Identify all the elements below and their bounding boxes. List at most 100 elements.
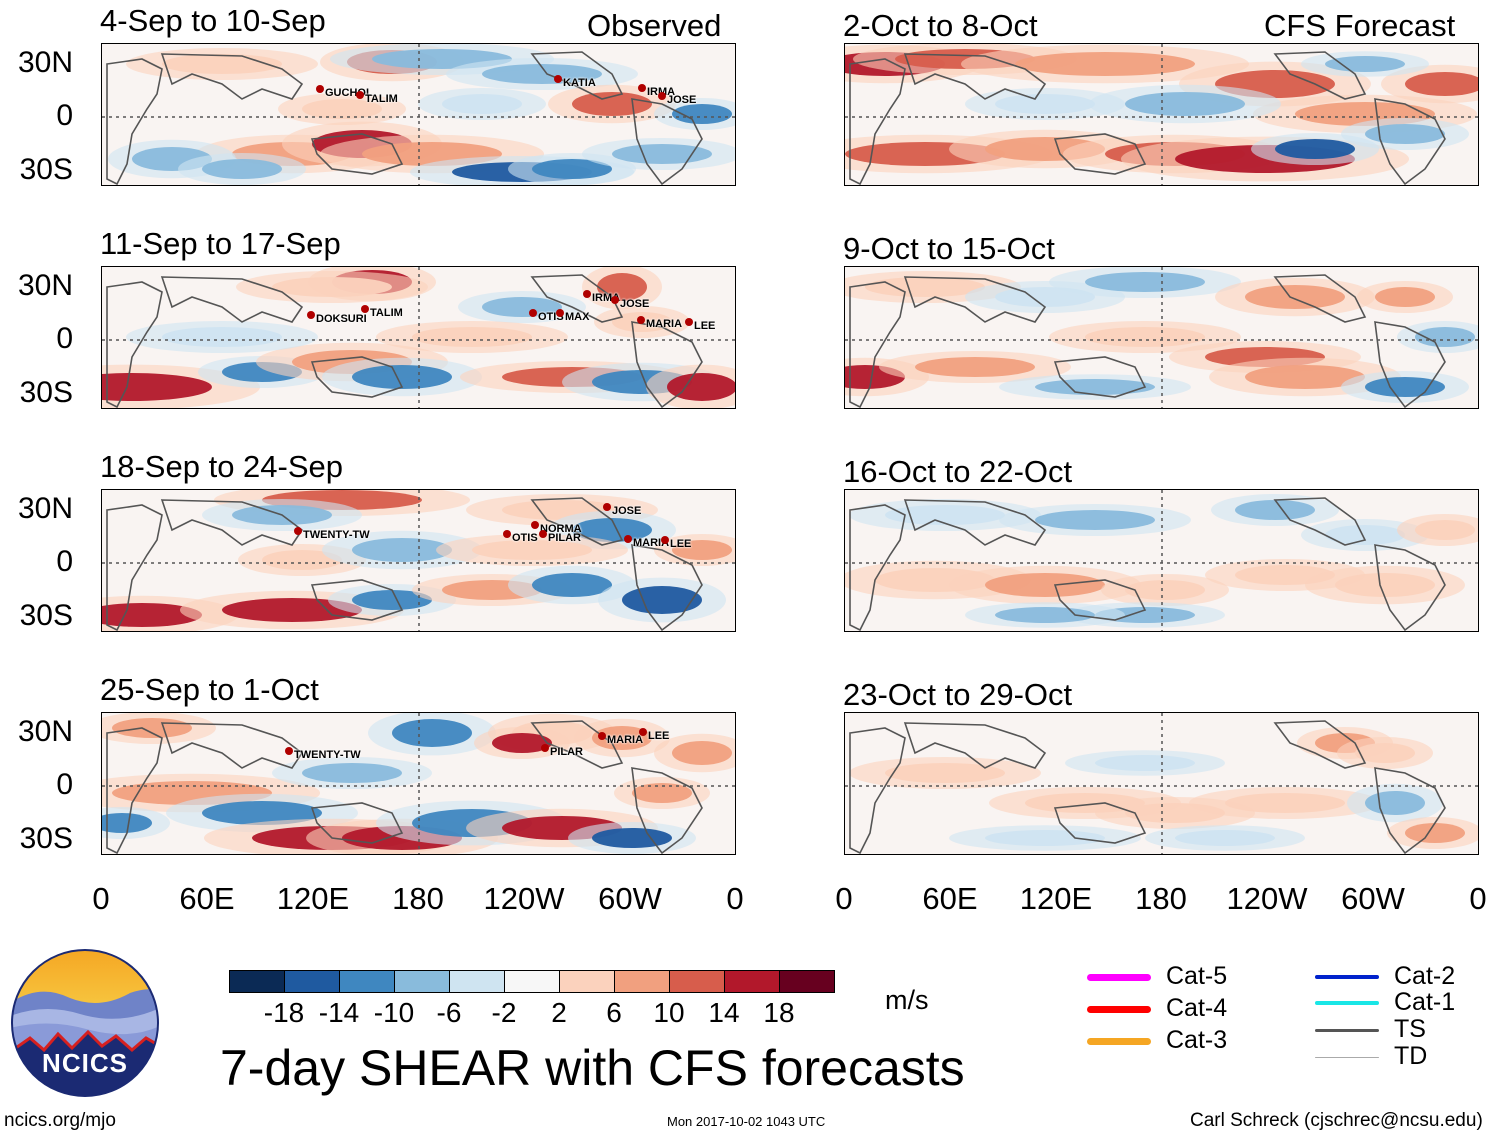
storm-label: LEE — [648, 730, 670, 742]
shear-contour — [995, 287, 1095, 307]
coastline — [530, 274, 624, 323]
shear-contour — [672, 104, 732, 124]
panel-title-fc-3: 16-Oct to 22-Oct — [843, 454, 1073, 489]
storm-label: TWENTY-TW — [294, 749, 361, 761]
shear-contour — [995, 94, 1095, 114]
legend-swatch — [1087, 1005, 1151, 1013]
colorbar-label: -2 — [491, 997, 517, 1028]
y-tick-30s: 30S — [19, 822, 73, 855]
colorbar-swatch — [724, 970, 780, 993]
coastline — [631, 767, 703, 854]
panel-title-obs-1: 4-Sep to 10-Sep — [100, 3, 326, 38]
shear-contour — [1225, 793, 1345, 813]
y-tick-30n: 30N — [17, 492, 73, 525]
shear-contour — [1085, 272, 1205, 292]
shear-contour — [392, 719, 472, 747]
colorbar-label: -18 — [263, 997, 305, 1028]
colorbar-swatch — [614, 970, 670, 993]
storm-marker-icon — [658, 92, 666, 100]
coastline — [160, 53, 304, 100]
storm-marker-icon — [583, 290, 591, 298]
shear-contour — [915, 357, 1035, 377]
colorbar-swatch — [559, 970, 615, 993]
coastline — [106, 727, 163, 854]
x-tick: 60E — [179, 881, 235, 916]
storm-label: MAX — [565, 311, 590, 323]
panel-forecast-1 — [844, 43, 1479, 186]
footer-credit: Carl Schreck (cjschrec@ncsu.edu) — [1190, 1110, 1483, 1131]
storm-marker-icon — [307, 311, 315, 319]
shear-contour — [472, 540, 592, 560]
y-tick-eq: 0 — [56, 768, 73, 801]
shear-contour — [1325, 525, 1405, 545]
shear-field — [845, 267, 1478, 408]
shear-contour — [482, 297, 562, 317]
shear-contour — [885, 763, 1005, 783]
coastline — [903, 722, 1047, 769]
shear-contour — [592, 828, 672, 848]
shear-contour — [1035, 379, 1155, 395]
shear-contour — [1085, 327, 1205, 347]
storm-label: LEE — [670, 538, 692, 550]
x-tick: 120W — [483, 881, 565, 916]
storm-marker-icon — [554, 75, 562, 83]
x-tick: 0 — [726, 881, 744, 916]
shear-contour — [1175, 830, 1275, 846]
y-tick-30s: 30S — [19, 153, 73, 186]
coastline — [1053, 356, 1147, 398]
legend-label: Cat-2 — [1394, 962, 1456, 990]
storm-marker-icon — [529, 309, 537, 317]
colorbar-swatch — [779, 970, 835, 993]
shear-contour — [672, 741, 732, 765]
storm-marker-icon — [541, 744, 549, 752]
colorbar-swatch — [669, 970, 725, 993]
shear-contour — [102, 813, 152, 833]
shear-contour — [1375, 287, 1435, 307]
shear-contour — [442, 94, 522, 114]
coastline — [1374, 321, 1446, 408]
shear-contour — [1095, 755, 1195, 771]
y-tick-30n: 30N — [17, 46, 73, 79]
storm-marker-icon — [294, 527, 302, 535]
x-tick: 180 — [1135, 881, 1187, 916]
x-tick: 120E — [276, 881, 350, 916]
storm-label: JOSE — [620, 298, 650, 310]
y-tick-eq: 0 — [56, 322, 73, 355]
y-tick-30n: 30N — [17, 715, 73, 748]
legend-label: TD — [1394, 1042, 1428, 1070]
storm-label: KATIA — [563, 77, 596, 89]
shear-contour — [532, 573, 612, 597]
coastline — [160, 276, 304, 323]
x-tick: 60W — [598, 881, 662, 916]
shear-field — [845, 490, 1478, 631]
coastline — [631, 321, 703, 408]
coastline — [849, 727, 906, 854]
shear-field — [102, 490, 735, 631]
shear-contour — [352, 365, 452, 389]
y-tick-30n: 30N — [17, 269, 73, 302]
storm-marker-icon — [661, 536, 669, 544]
storm-marker-icon — [624, 535, 632, 543]
x-tick: 180 — [392, 881, 444, 916]
coastline — [1374, 544, 1446, 631]
shear-contour — [572, 518, 652, 542]
coastline — [1053, 802, 1147, 844]
footer-timestamp: Mon 2017-10-02 1043 UTC — [667, 1114, 826, 1129]
shear-contour — [985, 830, 1105, 846]
shear-contour — [262, 550, 342, 570]
panel-title-fc-2: 9-Oct to 15-Oct — [843, 231, 1055, 266]
storm-label: JOSE — [612, 505, 642, 517]
coastline — [1374, 98, 1446, 185]
coastline — [530, 720, 624, 769]
shear-contour — [1035, 510, 1155, 530]
x-tick: 60E — [922, 881, 978, 916]
legend-swatch — [1315, 1056, 1379, 1058]
storm-label: OTIS — [512, 532, 538, 544]
panel-forecast-4 — [844, 712, 1479, 855]
colorbar-swatch — [504, 970, 560, 993]
x-tick: 0 — [835, 881, 853, 916]
storm-marker-icon — [638, 84, 646, 92]
shear-contour — [1415, 327, 1475, 347]
shear-contour — [162, 54, 282, 74]
x-tick: 120W — [1226, 881, 1308, 916]
